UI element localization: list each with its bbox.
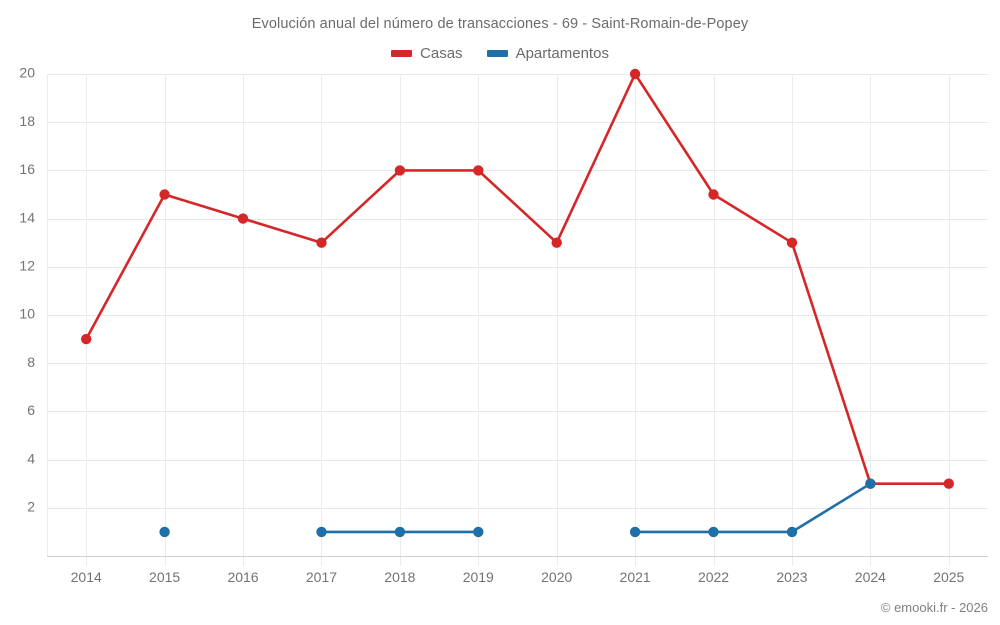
legend-swatch-casas: [391, 50, 413, 57]
series-line-apartamentos: [633, 482, 872, 534]
x-tick-label-2020: 2020: [541, 569, 572, 585]
y-tick-label-12: 12: [19, 258, 35, 274]
x-tick-label-2022: 2022: [698, 569, 729, 585]
chart-legend: Casas Apartamentos: [0, 45, 1000, 62]
data-point-apartamentos-2015: [159, 526, 170, 538]
data-point-apartamentos-2017: [316, 526, 327, 538]
series-lines: [84, 72, 951, 534]
y-axis-tick-labels: 2 4 6 8 10 12 14 16 18 20: [19, 65, 35, 515]
data-point-casas-2019: [473, 165, 484, 176]
x-tick-label-2019: 2019: [463, 569, 494, 585]
data-point-casas-2020: [551, 237, 562, 248]
data-point-casas-2025: [943, 478, 954, 489]
vertical-gridlines: [86, 74, 950, 566]
y-tick-label-10: 10: [19, 306, 35, 322]
x-tick-label-2021: 2021: [620, 569, 651, 585]
data-point-casas-2023: [786, 237, 798, 248]
y-tick-label-8: 8: [27, 354, 35, 370]
data-point-casas-2018: [394, 165, 406, 176]
data-point-apartamentos-2023: [786, 526, 798, 538]
x-tick-label-2025: 2025: [933, 569, 964, 585]
y-tick-label-20: 20: [19, 65, 35, 81]
y-tick-label-16: 16: [19, 161, 35, 177]
x-tick-label-2015: 2015: [149, 569, 180, 585]
data-point-apartamentos-2021: [629, 526, 641, 538]
data-point-casas-2015: [159, 189, 170, 200]
horizontal-gridlines: [47, 74, 988, 509]
x-axis-tick-labels: 2014 2015 2016 2017 2018 2019 2020 2021 2022 2023…: [71, 569, 965, 585]
chart-title: Evolución anual del número de transaccio…: [251, 16, 749, 32]
y-tick-label-2: 2: [27, 499, 35, 515]
data-point-casas-2022: [708, 189, 719, 200]
y-tick-label-6: 6: [27, 402, 35, 418]
legend-label-apartamentos: Apartamentos: [515, 45, 609, 62]
data-point-casas-2017: [316, 237, 327, 248]
x-tick-label-2017: 2017: [306, 569, 337, 585]
data-point-casas-2021: [629, 68, 641, 80]
x-tick-label-2014: 2014: [71, 569, 102, 585]
x-tick-label-2023: 2023: [776, 569, 807, 585]
legend-item-casas[interactable]: Casas: [391, 45, 463, 62]
data-point-casas-2016: [237, 213, 249, 224]
legend-swatch-apartamentos: [486, 50, 508, 57]
x-tick-label-2018: 2018: [384, 569, 415, 585]
data-point-apartamentos-2018: [394, 526, 406, 538]
legend-item-apartamentos[interactable]: Apartamentos: [486, 45, 609, 62]
y-tick-label-14: 14: [19, 209, 35, 225]
data-point-apartamentos-2024: [865, 478, 876, 489]
y-tick-label-4: 4: [27, 450, 35, 466]
x-tick-label-2024: 2024: [855, 569, 886, 585]
axis-lines: [47, 74, 988, 558]
data-point-apartamentos-2019: [473, 526, 484, 538]
x-tick-label-2016: 2016: [227, 569, 258, 585]
footer-credit: © emooki.fr - 2026: [880, 600, 988, 615]
y-tick-label-18: 18: [19, 113, 35, 129]
data-point-casas-2014: [81, 333, 92, 345]
series-markers: [81, 68, 954, 538]
legend-label-casas: Casas: [420, 45, 463, 62]
data-point-apartamentos-2022: [708, 526, 719, 538]
series-line-casas: [84, 72, 951, 486]
